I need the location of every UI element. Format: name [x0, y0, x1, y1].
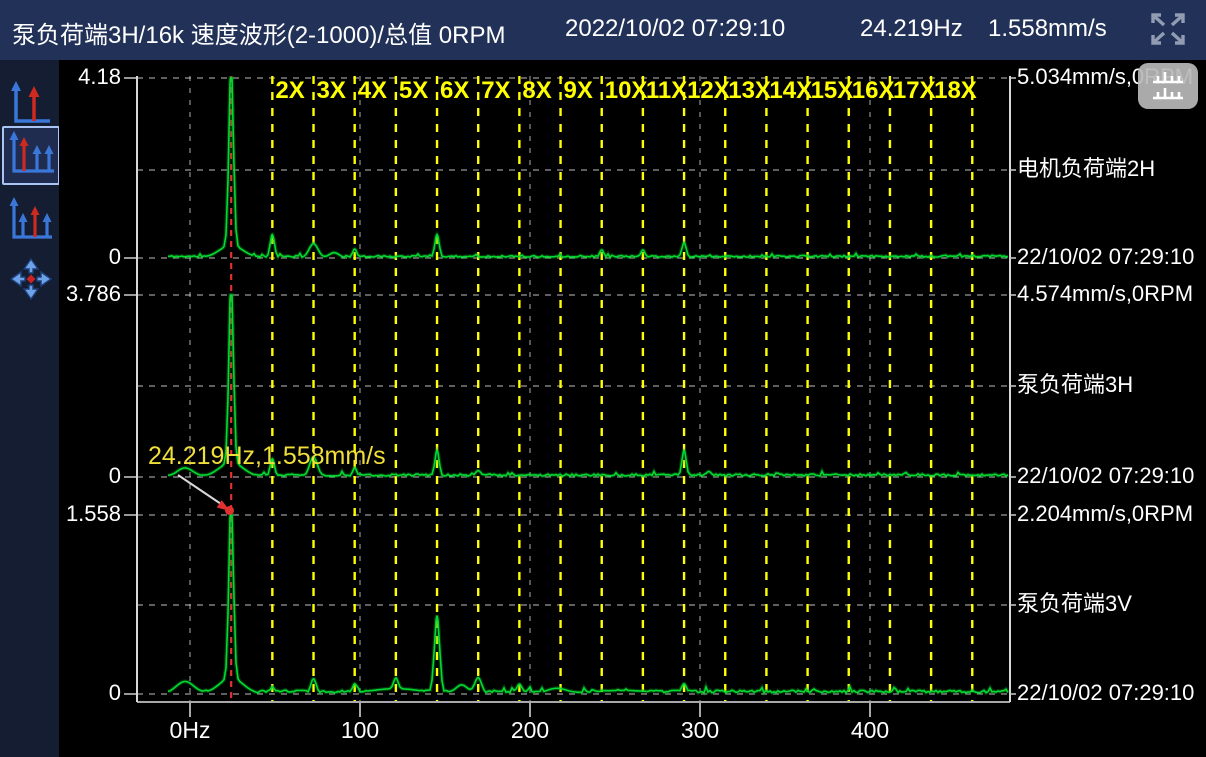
- channel-timestamp-label: 22/10/02 07:29:10: [1017, 244, 1194, 269]
- channel-name-label: 电机负荷端2H: [1017, 156, 1155, 181]
- x-tick-label: 300: [681, 717, 719, 743]
- y-zero-label: 0: [109, 463, 121, 488]
- gridlines: [137, 76, 1010, 702]
- sideband-cursor-spectrum-icon[interactable]: [5, 194, 55, 249]
- x-tick-label: 400: [851, 717, 889, 743]
- y-max-label: 1.558: [66, 501, 121, 526]
- svg-text:3X: 3X: [317, 77, 346, 104]
- cursor-annotation: 24.219Hz,1.558mm/s: [148, 442, 386, 515]
- cursor-annotation-text: 24.219Hz,1.558mm/s: [148, 442, 386, 470]
- harmonic-cursor-spectrum-icon[interactable]: [2, 126, 60, 185]
- single-cursor-spectrum-icon[interactable]: [5, 78, 55, 133]
- spectrum-trace-3: [167, 513, 1010, 696]
- measurement-datetime: 2022/10/02 07:29:10: [565, 15, 786, 42]
- channel-name-label: 泵负荷端3H: [1017, 372, 1133, 397]
- expand-arrows-icon[interactable]: [1148, 11, 1188, 49]
- spectrum-trace-1: [167, 76, 1008, 261]
- svg-text:15X: 15X: [811, 77, 854, 104]
- svg-text:7X: 7X: [481, 77, 510, 104]
- svg-text:5X: 5X: [399, 77, 428, 104]
- y-max-label: 3.786: [66, 281, 121, 306]
- y-max-label: 4.18: [78, 64, 121, 89]
- channel-total-label: 2.204mm/s,0RPM: [1017, 501, 1193, 526]
- svg-text:11X: 11X: [646, 77, 687, 104]
- spectrum-trace-2: [167, 293, 1009, 479]
- svg-text:6X: 6X: [440, 77, 469, 104]
- x-tick-label: 100: [341, 717, 379, 743]
- cursor-amplitude-readout: 1.558mm/s: [988, 15, 1107, 42]
- left-axis-labels: 4.18 0 3.786 0 1.558 0: [66, 64, 136, 705]
- channel-timestamp-label: 22/10/02 07:29:10: [1017, 463, 1194, 488]
- x-axis: 0Hz 100 200 300 400: [136, 76, 1011, 743]
- cursor-frequency-readout: 24.219Hz: [860, 15, 963, 42]
- svg-text:2X: 2X: [275, 77, 304, 104]
- x-tick-label: 200: [511, 717, 549, 743]
- multi-chart-layout-icon[interactable]: [1138, 63, 1198, 109]
- svg-text:8X: 8X: [522, 77, 551, 104]
- pan-move-icon[interactable]: [8, 256, 54, 305]
- svg-text:16X: 16X: [852, 77, 895, 104]
- svg-text:17X: 17X: [893, 77, 936, 104]
- svg-text:12X: 12X: [687, 77, 730, 104]
- svg-text:18X: 18X: [934, 77, 977, 104]
- title-bar: 泵负荷端3H/16k 速度波形(2-1000)/总值 0RPM 2022/10/…: [0, 0, 1206, 60]
- spectrum-plot-area: 2X 3X 4X 5X 6X 7X 8X 9X 10X 11X 12X 13X 14X 15X 16X 17X…: [59, 60, 1206, 757]
- channel-timestamp-label: 22/10/02 07:29:10: [1017, 680, 1194, 705]
- svg-text:4X: 4X: [358, 77, 387, 104]
- svg-text:14X: 14X: [769, 77, 812, 104]
- svg-text:9X: 9X: [564, 77, 593, 104]
- x-tick-label: 0Hz: [170, 717, 211, 743]
- channel-total-label: 4.574mm/s,0RPM: [1017, 281, 1193, 306]
- toolbar-sidebar: [0, 60, 60, 757]
- svg-text:13X: 13X: [728, 77, 771, 104]
- y-zero-label: 0: [109, 680, 121, 705]
- channel-name-label: 泵负荷端3V: [1017, 591, 1132, 616]
- svg-text:10X: 10X: [605, 77, 648, 104]
- y-zero-label: 0: [109, 244, 121, 269]
- measurement-title: 泵负荷端3H/16k 速度波形(2-1000)/总值 0RPM: [12, 22, 506, 49]
